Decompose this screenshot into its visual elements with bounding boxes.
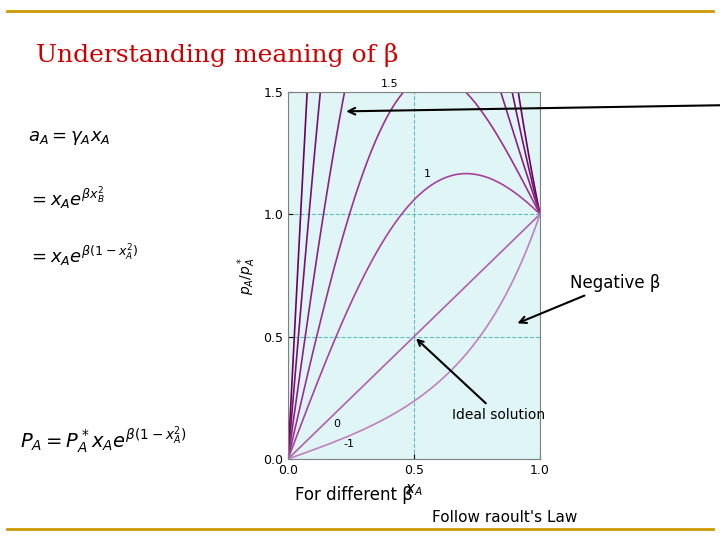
Y-axis label: $p_A/p_A^*$: $p_A/p_A^*$ [235,256,258,295]
Text: $P_A = P_A^* x_A e^{\beta(1-x_A^2)}$: $P_A = P_A^* x_A e^{\beta(1-x_A^2)}$ [20,424,186,456]
Text: 1: 1 [424,169,431,179]
Text: Understanding meaning of β: Understanding meaning of β [36,43,398,67]
Text: 1.5: 1.5 [381,79,398,90]
Text: Follow raoult's Law: Follow raoult's Law [432,510,577,525]
Text: Ideal solution: Ideal solution [418,340,545,422]
Text: $= x_A e^{\beta(1-x_A^2)}$: $= x_A e^{\beta(1-x_A^2)}$ [28,242,138,269]
Text: $= x_A e^{\beta x_B^2}$: $= x_A e^{\beta x_B^2}$ [28,186,105,212]
Text: 0: 0 [333,419,341,429]
Text: -1: -1 [343,440,355,449]
Text: Positive β: Positive β [348,95,720,114]
Text: $a_A = \gamma_A x_A$: $a_A = \gamma_A x_A$ [28,130,110,147]
X-axis label: $x_A$: $x_A$ [405,482,423,498]
Text: For different β: For different β [295,486,413,504]
Text: Negative β: Negative β [520,274,661,323]
